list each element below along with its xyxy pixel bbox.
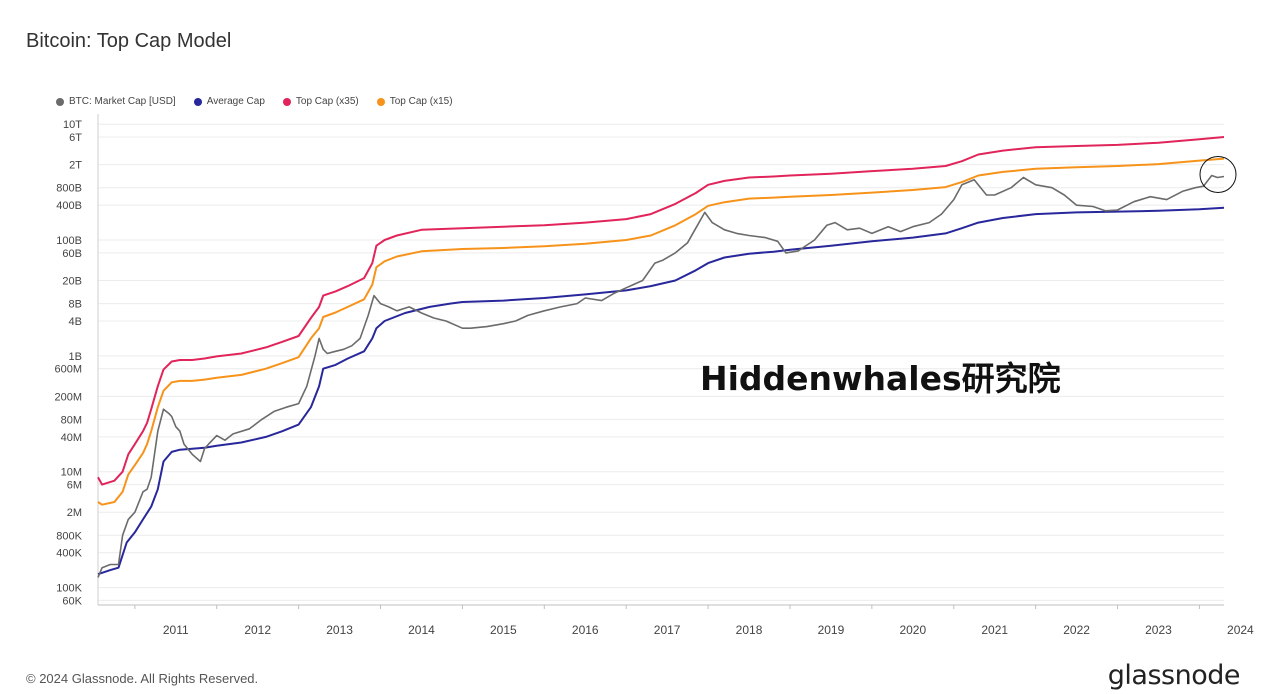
x-tick-label: 2015 (490, 623, 517, 637)
chart-title: Bitcoin: Top Cap Model (26, 30, 232, 52)
legend-swatch-market-cap (56, 97, 64, 106)
x-tick-label: 2022 (1063, 623, 1090, 637)
legend-label-average-cap: Average Cap (206, 96, 265, 107)
legend: BTC: Market Cap [USD] Average Cap Top Ca… (56, 96, 453, 107)
glassnode-logo: glassnode (1107, 660, 1241, 691)
y-tick-label: 1B (69, 351, 82, 363)
series-line-average-cap (97, 206, 1225, 576)
x-tick-label: 2021 (981, 623, 1008, 637)
y-tick-label: 20B (62, 276, 82, 288)
x-tick-label: 2012 (244, 623, 271, 637)
legend-label-top-cap-x15: Top Cap (x15) (389, 96, 453, 107)
x-tick-label: 2011 (163, 623, 189, 637)
y-tick-label: 600M (54, 364, 82, 376)
legend-label-top-cap-x35: Top Cap (x35) (295, 96, 359, 107)
legend-item-top-cap-x15[interactable]: Top Cap (x15) (376, 96, 453, 107)
x-tick-label: 2017 (654, 623, 681, 637)
legend-swatch-average-cap (193, 97, 202, 106)
x-tick-label: 2018 (736, 623, 763, 637)
legend-swatch-top-cap-x15 (376, 97, 385, 106)
x-tick-label: 2024 (1227, 623, 1254, 637)
series-line-market-cap (97, 174, 1225, 578)
y-tick-label: 200M (54, 391, 82, 403)
x-tick-label: 2019 (818, 623, 845, 637)
x-tick-label: 2020 (899, 623, 926, 637)
legend-swatch-top-cap-x35 (282, 97, 291, 106)
y-tick-label: 80M (61, 414, 82, 426)
highlight-circle (1199, 156, 1237, 194)
legend-label-market-cap: BTC: Market Cap [USD] (69, 96, 176, 107)
legend-item-top-cap-x35[interactable]: Top Cap (x35) (282, 96, 359, 107)
y-tick-label: 800K (56, 530, 82, 542)
y-tick-label: 400B (56, 200, 82, 212)
y-tick-label: 800B (56, 183, 82, 195)
y-tick-label: 2M (67, 507, 82, 519)
x-tick-label: 2014 (408, 623, 435, 637)
y-tick-label: 400K (56, 548, 82, 560)
y-tick-label: 4B (69, 316, 82, 328)
x-tick-label: 2023 (1145, 623, 1172, 637)
y-tick-label: 60B (62, 248, 82, 260)
series-line-top-cap-x15 (97, 157, 1225, 506)
x-tick-label: 2013 (326, 623, 353, 637)
y-tick-label: 2T (69, 160, 82, 172)
y-tick-label: 8B (69, 299, 82, 311)
series-line-top-cap-x35 (97, 136, 1225, 486)
y-tick-label: 40M (61, 432, 82, 444)
y-tick-label: 10M (61, 467, 82, 479)
y-tick-label: 100K (56, 583, 82, 595)
y-tick-label: 6M (67, 480, 82, 492)
legend-item-market-cap[interactable]: BTC: Market Cap [USD] (56, 96, 176, 107)
y-tick-label: 100B (56, 235, 82, 247)
y-tick-label: 6T (69, 132, 82, 144)
watermark-text: Hiddenwhales研究院 (700, 359, 1061, 398)
legend-item-average-cap[interactable]: Average Cap (193, 96, 265, 107)
x-tick-label: 2016 (572, 623, 599, 637)
y-tick-label: 10T (63, 119, 82, 131)
copyright-footer: © 2024 Glassnode. All Rights Reserved. (26, 671, 259, 686)
y-tick-label: 60K (62, 595, 82, 607)
